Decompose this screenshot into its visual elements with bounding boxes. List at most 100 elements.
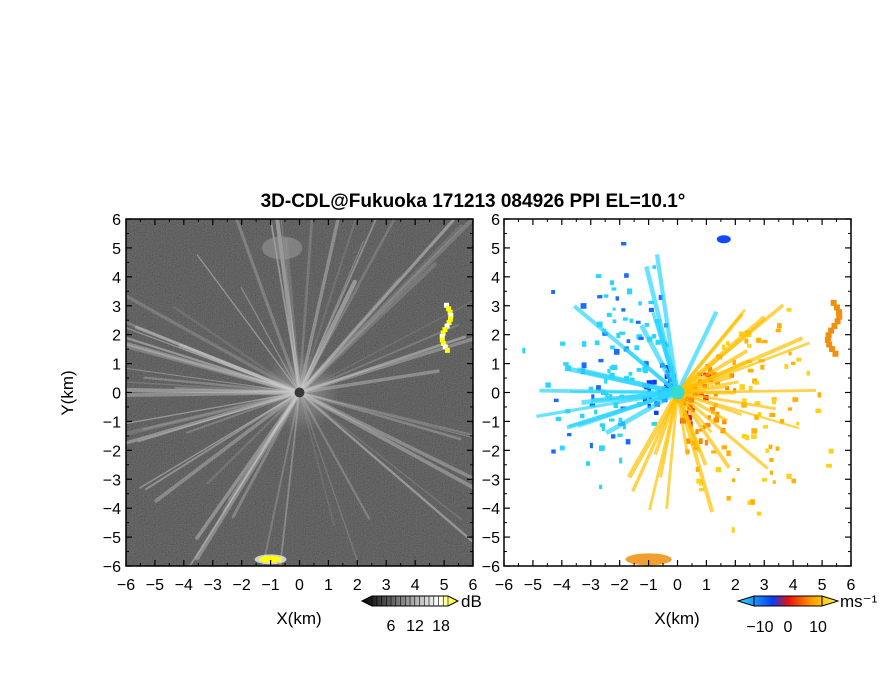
- velocity-pixel: [595, 274, 602, 279]
- velocity-pixel: [588, 386, 594, 391]
- velocity-pixel: [772, 480, 776, 484]
- velocity-pixel: [713, 393, 718, 397]
- velocity-pixel: [589, 403, 596, 407]
- velocity-pixel: [754, 401, 761, 405]
- velocity-streak: [677, 385, 729, 394]
- velocity-streak: [639, 324, 680, 394]
- velocity-pixel: [744, 338, 749, 344]
- velocity-streak: [676, 308, 747, 394]
- velocity-pixel: [638, 301, 642, 306]
- velocity-pixel: [786, 473, 792, 479]
- right-colorbar-unit: ms⁻¹: [840, 592, 878, 611]
- velocity-pixel: [704, 439, 708, 446]
- velocity-pixel: [611, 364, 618, 371]
- velocity-pixel: [651, 422, 658, 426]
- velocity-pixel: [762, 425, 769, 429]
- y-tick-label: −3: [103, 472, 121, 489]
- velocity-pixel: [642, 397, 648, 404]
- velocity-pixel: [618, 417, 623, 422]
- velocity-pixel: [749, 499, 755, 505]
- velocity-pixel: [695, 429, 699, 435]
- radial-streak: [126, 343, 302, 395]
- velocity-pixel: [607, 368, 611, 373]
- velocity-pixel: [817, 392, 822, 398]
- right-x-axis-label: X(km): [654, 609, 699, 628]
- velocity-pixel: [635, 320, 641, 324]
- velocity-pixel: [713, 417, 720, 423]
- velocity-pixel: [555, 416, 562, 422]
- strong-echo-east: [442, 327, 448, 333]
- velocity-pixel: [791, 478, 797, 484]
- velocity-pixel: [628, 372, 633, 376]
- strong-echo-south: [259, 555, 283, 563]
- y-tick-label: −1: [103, 414, 121, 431]
- velocity-pixel: [589, 442, 593, 449]
- left-colorbar: 6 12 18 dB: [360, 592, 482, 635]
- velocity-pixel: [646, 380, 653, 386]
- velocity-pixel: [594, 409, 598, 415]
- x-tick-label: −5: [524, 577, 542, 594]
- y-tick-label: 4: [112, 270, 121, 287]
- x-tick-label: −1: [261, 577, 279, 594]
- y-tick-label: 4: [491, 270, 500, 287]
- echo-east: [836, 313, 843, 320]
- right-colorbar-tick: 0: [784, 619, 793, 636]
- x-tick-label: 6: [847, 577, 856, 594]
- velocity-pixel: [745, 435, 750, 441]
- velocity-pixel: [709, 406, 716, 411]
- strong-echo-east: [447, 309, 453, 315]
- velocity-pixel: [756, 337, 762, 343]
- velocity-pixel: [563, 362, 569, 366]
- velocity-pixel: [619, 457, 623, 464]
- x-tick-label: 4: [411, 577, 420, 594]
- velocity-pixel: [752, 378, 758, 384]
- radial-streak: [234, 219, 302, 395]
- velocity-pixel: [828, 448, 834, 454]
- velocity-pixel: [608, 418, 615, 422]
- x-tick-label: −1: [639, 577, 657, 594]
- y-tick-label: 5: [112, 241, 121, 258]
- echo-east: [832, 350, 839, 357]
- x-tick-label: 5: [440, 577, 449, 594]
- velocity-pixel: [551, 449, 556, 454]
- x-tick-label: −5: [146, 577, 164, 594]
- velocity-pixel: [765, 448, 770, 453]
- x-tick-label: 5: [818, 577, 827, 594]
- x-tick-label: 0: [673, 577, 682, 594]
- velocity-pixel: [567, 432, 572, 437]
- x-tick-label: 2: [353, 577, 362, 594]
- velocity-pixel: [731, 478, 736, 482]
- velocity-pixel: [722, 419, 727, 425]
- strong-echo-east: [440, 340, 446, 346]
- velocity-pixel: [582, 341, 587, 347]
- velocity-pixel: [731, 527, 735, 533]
- strong-echo-east: [440, 330, 446, 336]
- velocity-pixel: [741, 434, 748, 439]
- velocity-pixel: [612, 319, 617, 324]
- velocity-streak: [605, 390, 679, 436]
- velocity-pixel: [742, 398, 747, 403]
- velocity-streak: [657, 320, 679, 393]
- velocity-pixel: [601, 425, 605, 432]
- velocity-pixel: [722, 344, 726, 350]
- y-tick-label: −5: [482, 530, 500, 547]
- velocity-pixel: [715, 467, 722, 473]
- velocity-streak: [626, 391, 680, 479]
- radial-streak: [126, 390, 302, 436]
- velocity-pixel: [707, 366, 713, 373]
- velocity-pixel: [726, 450, 731, 457]
- velocity-pixel: [792, 397, 799, 402]
- echo-east: [833, 304, 840, 311]
- velocity-pixel: [769, 457, 774, 463]
- right-panel: −6 −5 −4 −3 −2 −1 0 1 2 3 4 5 6 6543210−1−2−3−4−5−6 …: [482, 212, 878, 636]
- velocity-streak: [675, 391, 731, 469]
- velocity-pixel: [617, 433, 623, 437]
- velocity-pixel: [761, 339, 768, 344]
- velocity-pixel: [753, 381, 760, 385]
- velocity-pixel: [522, 347, 526, 354]
- strong-echo-east: [443, 302, 449, 308]
- x-tick-label: 3: [382, 577, 391, 594]
- velocity-pixel: [826, 463, 832, 468]
- x-tick-label: 6: [469, 577, 478, 594]
